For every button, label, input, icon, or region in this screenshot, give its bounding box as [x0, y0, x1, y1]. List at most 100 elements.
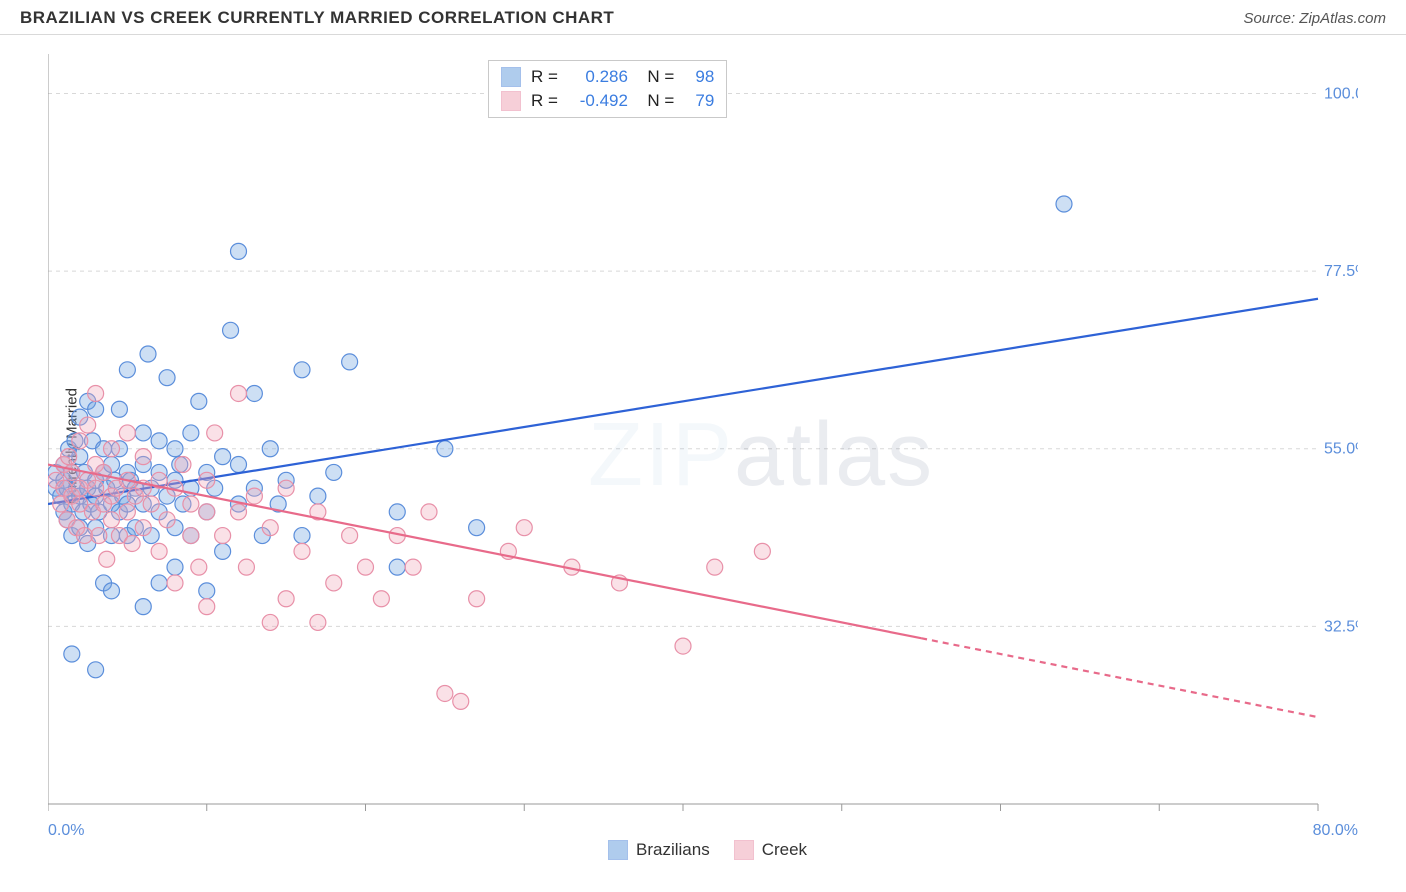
legend-n-value: 98 [684, 67, 714, 87]
scatter-point [104, 583, 120, 599]
scatter-point [199, 583, 215, 599]
scatter-point [342, 528, 358, 544]
scatter-point [294, 362, 310, 378]
scatter-point [358, 559, 374, 575]
scatter-point [64, 464, 80, 480]
scatter-point [310, 488, 326, 504]
legend-swatch [501, 67, 521, 87]
scatter-point [231, 504, 247, 520]
series-legend-item: Brazilians [608, 840, 710, 860]
scatter-point [119, 504, 135, 520]
scatter-point [80, 417, 96, 433]
scatter-point [167, 575, 183, 591]
scatter-point [88, 480, 104, 496]
scatter-point [754, 543, 770, 559]
scatter-point [389, 504, 405, 520]
scatter-point [246, 488, 262, 504]
scatter-point [199, 504, 215, 520]
scatter-point [183, 496, 199, 512]
scatter-point [140, 346, 156, 362]
scatter-point [191, 393, 207, 409]
scatter-point [437, 685, 453, 701]
legend-row: R =-0.492 N =79 [501, 91, 714, 111]
scatter-point [104, 512, 120, 528]
scatter-point [373, 591, 389, 607]
scatter-point [151, 543, 167, 559]
y-tick-label: 32.5% [1324, 618, 1358, 635]
y-tick-label: 77.5% [1324, 263, 1358, 280]
scatter-point [159, 512, 175, 528]
scatter-point [159, 370, 175, 386]
scatter-point [231, 243, 247, 259]
legend-n-label: N = [638, 67, 674, 87]
scatter-point [294, 528, 310, 544]
scatter-point [167, 441, 183, 457]
scatter-point [231, 457, 247, 473]
legend-r-value: -0.492 [568, 91, 628, 111]
scatter-point [326, 464, 342, 480]
y-tick-label: 55.0% [1324, 441, 1358, 458]
legend-swatch [501, 91, 521, 111]
scatter-point [99, 551, 115, 567]
scatter-point [91, 528, 107, 544]
scatter-point [96, 464, 112, 480]
regression-line-extrapolated [921, 638, 1318, 717]
scatter-point [124, 535, 140, 551]
scatter-point [262, 520, 278, 536]
scatter-point [72, 433, 88, 449]
scatter-point [104, 441, 120, 457]
x-axis-max-label: 80.0% [1313, 822, 1358, 840]
x-axis-origin-label: 0.0% [48, 822, 84, 840]
chart-header: BRAZILIAN VS CREEK CURRENTLY MARRIED COR… [0, 0, 1406, 35]
scatter-point [215, 528, 231, 544]
scatter-point [469, 591, 485, 607]
scatter-point [61, 449, 77, 465]
scatter-point [88, 662, 104, 678]
scatter-point [246, 385, 262, 401]
scatter-point [231, 385, 247, 401]
scatter-point [199, 472, 215, 488]
scatter-point [238, 559, 254, 575]
scatter-point [151, 575, 167, 591]
scatter-point [215, 543, 231, 559]
scatter-point [88, 401, 104, 417]
scatter-point [135, 520, 151, 536]
scatter-point [516, 520, 532, 536]
chart-source: Source: ZipAtlas.com [1243, 10, 1386, 27]
scatter-point [64, 646, 80, 662]
scatter-point [675, 638, 691, 654]
chart-title: BRAZILIAN VS CREEK CURRENTLY MARRIED COR… [20, 8, 614, 28]
scatter-point [135, 425, 151, 441]
scatter-point [223, 322, 239, 338]
legend-swatch [608, 840, 628, 860]
scatter-point [199, 599, 215, 615]
scatter-point [77, 528, 93, 544]
legend-swatch [734, 840, 754, 860]
scatter-point [183, 528, 199, 544]
scatter-point [215, 449, 231, 465]
scatter-point [469, 520, 485, 536]
scatter-point [278, 591, 294, 607]
scatter-point [143, 496, 159, 512]
scatter-plot: 32.5%55.0%77.5%100.0% [48, 54, 1358, 824]
correlation-legend: R =0.286 N =98R =-0.492 N =79 [488, 60, 727, 118]
scatter-point [119, 362, 135, 378]
scatter-point [88, 385, 104, 401]
scatter-point [191, 559, 207, 575]
scatter-point [326, 575, 342, 591]
regression-line [48, 465, 921, 639]
scatter-point [183, 425, 199, 441]
scatter-point [453, 693, 469, 709]
scatter-point [175, 457, 191, 473]
scatter-point [310, 614, 326, 630]
scatter-point [262, 441, 278, 457]
scatter-point [207, 425, 223, 441]
scatter-point [405, 559, 421, 575]
series-name: Brazilians [636, 840, 710, 860]
scatter-point [167, 559, 183, 575]
scatter-point [119, 425, 135, 441]
scatter-point [707, 559, 723, 575]
scatter-point [135, 599, 151, 615]
scatter-point [437, 441, 453, 457]
scatter-point [389, 559, 405, 575]
